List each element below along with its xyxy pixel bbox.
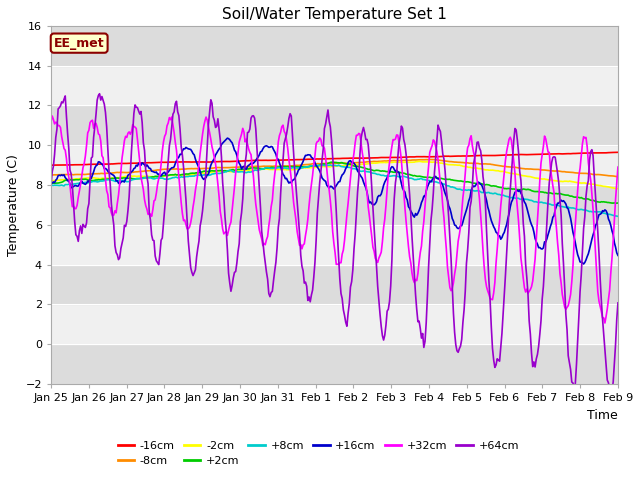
- Bar: [51, 264, 618, 304]
- Y-axis label: Temperature (C): Temperature (C): [7, 154, 20, 256]
- Bar: [51, 344, 618, 384]
- Bar: [51, 185, 618, 225]
- Title: Soil/Water Temperature Set 1: Soil/Water Temperature Set 1: [222, 7, 447, 22]
- Bar: [51, 225, 618, 264]
- Bar: [51, 145, 618, 185]
- Bar: [51, 304, 618, 344]
- Bar: [51, 66, 618, 106]
- Bar: [51, 26, 618, 66]
- Legend: -16cm, -8cm, -2cm, +2cm, +8cm, +16cm, +32cm, +64cm: -16cm, -8cm, -2cm, +2cm, +8cm, +16cm, +3…: [113, 436, 524, 470]
- X-axis label: Time: Time: [587, 408, 618, 421]
- Bar: [51, 106, 618, 145]
- Text: EE_met: EE_met: [54, 36, 104, 49]
